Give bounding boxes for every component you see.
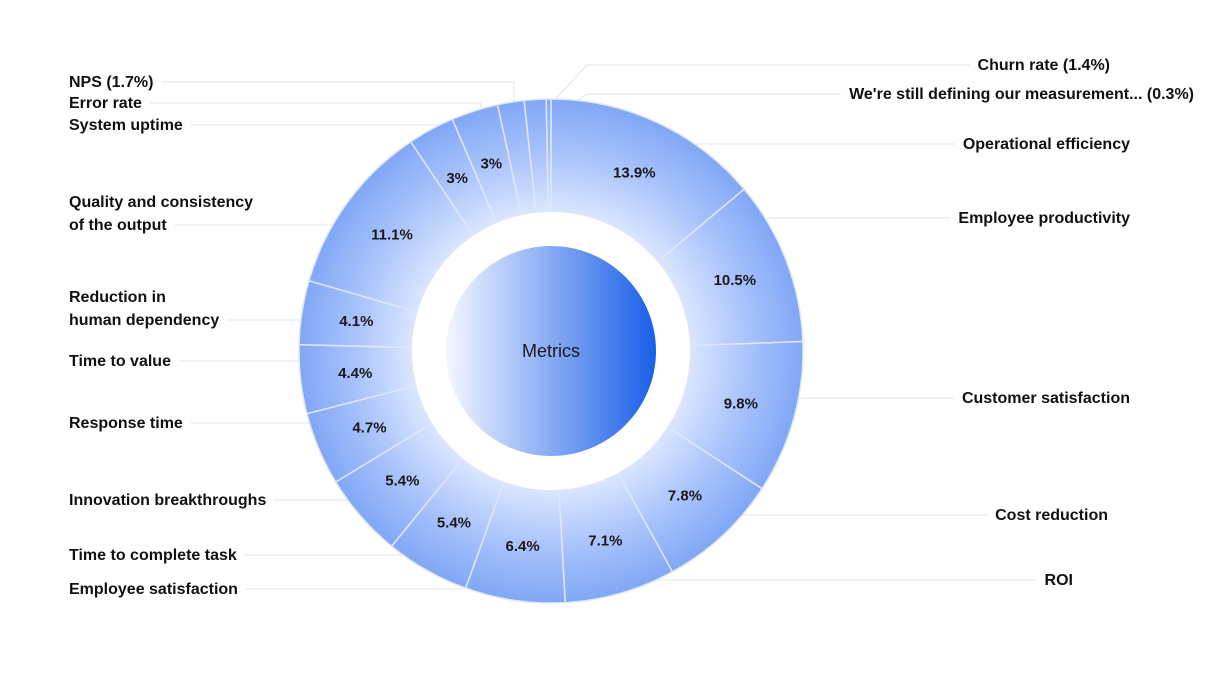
- slice-label-operational-efficiency: Operational efficiency: [963, 136, 1130, 153]
- leader-line-cost-reduction: [708, 514, 988, 522]
- slice-label-time-to-value: Time to value: [69, 353, 171, 370]
- slice-percent-cost-reduction: 7.8%: [668, 487, 702, 504]
- slice-percent-labels: 13.9% 10.5% 9.8% 7.8% 7.1% 6.4% 5.4% 5.4% 4.7% 4.…: [338, 155, 758, 555]
- slice-label-error-rate: Error rate: [69, 95, 142, 112]
- slice-label-system-uptime: System uptime: [69, 117, 183, 134]
- slice-label-roi: ROI: [1045, 572, 1073, 589]
- slice-percent-time-to-complete-task: 5.4%: [437, 514, 471, 531]
- slice-label-response-time: Response time: [69, 415, 183, 432]
- slice-category-labels: Operational efficiency Employee productiv…: [69, 57, 1194, 598]
- slice-percent-operational-efficiency: 13.9%: [613, 164, 656, 181]
- center-label: Metrics: [522, 341, 580, 361]
- leader-line-customer-satisfaction: [773, 397, 954, 413]
- slice-percent-response-time: 4.7%: [352, 420, 386, 437]
- slice-label-innovation-breakthroughs: Innovation breakthroughs: [69, 492, 266, 509]
- slice-label-reduction-in-human-dependency: Reduction in human dependency: [69, 289, 219, 329]
- slice-label-time-to-complete-task: Time to complete task: [69, 547, 237, 564]
- slice-percent-time-to-value: 4.4%: [338, 365, 372, 382]
- slice-label-cost-reduction: Cost reduction: [995, 507, 1108, 524]
- leader-line-employee-productivity: [766, 217, 951, 268]
- slice-percent-innovation-breakthroughs: 5.4%: [385, 472, 419, 489]
- slice-label-nps-1-7: NPS (1.7%): [69, 74, 153, 91]
- leader-line-error-rate: [149, 102, 482, 130]
- donut-ring: [298, 98, 804, 604]
- slice-label-quality-and-consistency-of-the-output: Quality and consistency of the output: [69, 194, 253, 234]
- slice-percent-error-rate: 3%: [480, 155, 502, 172]
- slice-label-employee-productivity: Employee productivity: [958, 210, 1130, 227]
- slice-percent-employee-productivity: 10.5%: [714, 272, 757, 289]
- leader-line-roi: [614, 573, 1037, 581]
- center-disc: [446, 246, 656, 456]
- slice-label-churn-rate-1-4: Churn rate (1.4%): [978, 57, 1110, 74]
- slice-label-customer-satisfaction: Customer satisfaction: [962, 390, 1130, 407]
- slice-percent-customer-satisfaction: 9.8%: [724, 396, 758, 413]
- slice-label-employee-satisfaction: Employee satisfaction: [69, 581, 238, 598]
- slice-percent-roi: 7.1%: [588, 532, 622, 549]
- slice-label-we-re-still-defining-our-measurement-0-3: We're still defining our measurement... …: [849, 86, 1194, 103]
- slice-percent-quality-and-consistency-of-the-output: 11.1%: [371, 227, 413, 244]
- leader-line-system-uptime: [190, 124, 442, 147]
- slice-percent-system-uptime: 3%: [446, 170, 468, 187]
- slice-percent-reduction-in-human-dependency: 4.1%: [339, 313, 373, 330]
- slice-percent-employee-satisfaction: 6.4%: [506, 538, 540, 555]
